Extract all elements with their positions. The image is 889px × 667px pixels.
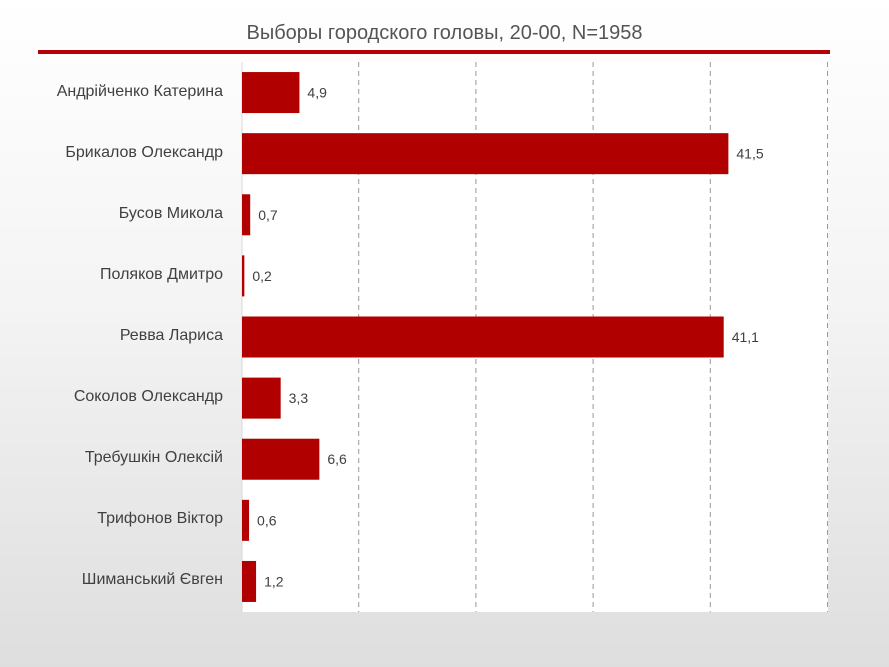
bar (242, 377, 281, 419)
category-label: Бусов Микола (118, 204, 223, 222)
category-label: Андрійченко Катерина (56, 82, 223, 100)
value-label-background (248, 264, 281, 287)
value-label: 0,7 (258, 207, 278, 223)
value-label-background (260, 570, 293, 593)
value-label-background (303, 81, 336, 104)
value-label-background (284, 387, 317, 410)
category-label: Брикалов Олександр (65, 143, 223, 161)
value-label: 1,2 (264, 573, 284, 589)
value-label: 0,6 (257, 512, 277, 528)
chart-title: Выборы городского головы, 20-00, N=1958 (246, 22, 643, 44)
bar (242, 133, 729, 175)
value-label: 6,6 (327, 451, 347, 467)
value-label: 4,9 (307, 85, 327, 101)
bar (242, 72, 300, 114)
value-label-background (254, 203, 287, 226)
bar (242, 255, 245, 297)
value-label-background (323, 448, 356, 471)
value-label-background (727, 326, 768, 348)
title-rule (38, 50, 830, 54)
category-label: Требушкін Олексій (84, 449, 223, 467)
category-label: Соколов Олександр (73, 388, 223, 406)
bar (242, 194, 251, 236)
value-label: 41,5 (736, 146, 763, 162)
category-label: Ревва Лариса (119, 327, 223, 344)
value-label: 3,3 (289, 390, 309, 406)
value-label-background (253, 509, 286, 532)
bar (242, 438, 320, 480)
category-label: Поляков Дмитро (100, 265, 223, 283)
value-label: 41,1 (732, 329, 759, 345)
category-label: Шиманський Євген (81, 571, 223, 589)
bar (242, 499, 250, 541)
bar (242, 560, 257, 602)
value-label-background (732, 142, 773, 165)
category-label: Трифонов Віктор (97, 510, 223, 528)
value-label: 0,2 (252, 268, 272, 284)
bar (242, 316, 724, 358)
